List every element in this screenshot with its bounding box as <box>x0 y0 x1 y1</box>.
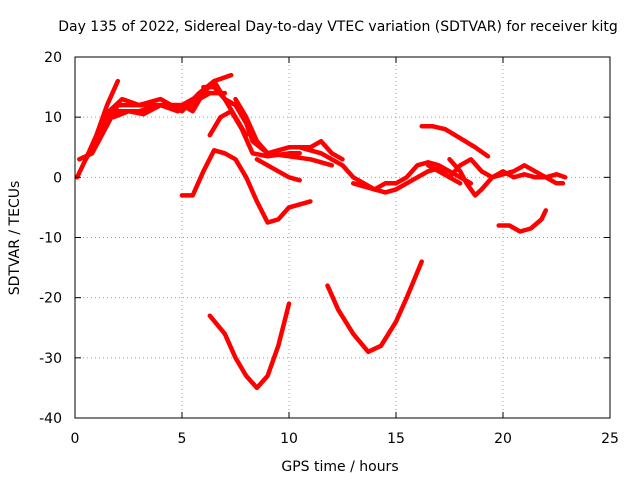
chart-title: Day 135 of 2022, Sidereal Day-to-day VTE… <box>58 19 618 35</box>
grid <box>75 57 610 418</box>
series-track-13 <box>325 259 424 355</box>
series-track-17 <box>447 157 568 198</box>
series-track-19 <box>496 208 549 234</box>
series-track-18 <box>419 123 491 159</box>
y-tick-label: -10 <box>39 231 62 247</box>
series-track-11 <box>179 148 313 225</box>
x-tick-label: 25 <box>601 431 619 447</box>
x-tick-labels: 0 5 10 15 20 25 <box>71 431 619 447</box>
series-track-9 <box>233 96 345 162</box>
series-track-5 <box>111 84 210 120</box>
series-track-12 <box>207 301 292 391</box>
y-tick-label: -30 <box>39 351 62 367</box>
x-axis-label: GPS time / hours <box>281 459 398 475</box>
axis-ticks <box>74 56 611 419</box>
series-track-14 <box>297 145 474 192</box>
y-tick-label: 20 <box>44 50 62 66</box>
y-tick-label: 10 <box>44 110 62 126</box>
data-series <box>74 72 568 391</box>
y-axis-label: SDTVAR / TECUs <box>7 181 23 296</box>
x-tick-label: 10 <box>280 431 298 447</box>
x-tick-label: 15 <box>387 431 405 447</box>
y-tick-labels: -40 -30 -20 -10 0 10 20 <box>39 50 62 427</box>
series-track-10 <box>254 157 302 183</box>
x-tick-label: 5 <box>178 431 187 447</box>
y-tick-label: -40 <box>39 411 62 427</box>
series-track-1 <box>74 78 121 180</box>
series-track-8 <box>207 108 302 159</box>
y-tick-label: -20 <box>39 291 62 307</box>
series-track-7 <box>201 84 335 168</box>
x-tick-label: 0 <box>71 431 80 447</box>
y-tick-label: 0 <box>53 170 62 186</box>
x-tick-label: 20 <box>494 431 512 447</box>
